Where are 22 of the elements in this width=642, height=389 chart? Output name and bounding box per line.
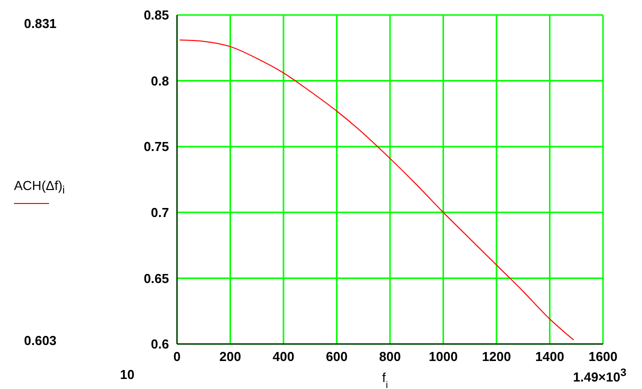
y-tick-label: 0.7 [150,205,169,220]
x-tick-label: 200 [219,349,242,364]
y-tick-label: 0.75 [144,139,169,154]
x-tick-label: 1400 [535,349,564,364]
x-tick-label: 400 [272,349,294,364]
y-tick-label: 0.6 [150,336,169,352]
x-tick-label: 1600 [588,349,618,364]
text: 1.49×10$^{3}$ [573,367,626,384]
text: 0.603 [24,333,57,348]
y-tick-label: 0.8 [150,73,169,88]
line-series [179,40,574,341]
x-tick-label: 0 [173,349,181,364]
x-axis-title: f$_{i}$ [382,370,388,389]
text: 10 [120,367,134,382]
x-tick-label: 800 [379,349,401,364]
text: ACH(Δf)$_{i}$ [14,178,65,197]
text: 0.831 [24,16,57,31]
y-tick-label: 0.65 [144,270,169,286]
x-tick-label: 1000 [428,349,458,364]
x-tick-label: 600 [326,349,348,364]
x-tick-label: 1200 [482,349,511,364]
y-tick-label: 0.85 [144,8,169,23]
